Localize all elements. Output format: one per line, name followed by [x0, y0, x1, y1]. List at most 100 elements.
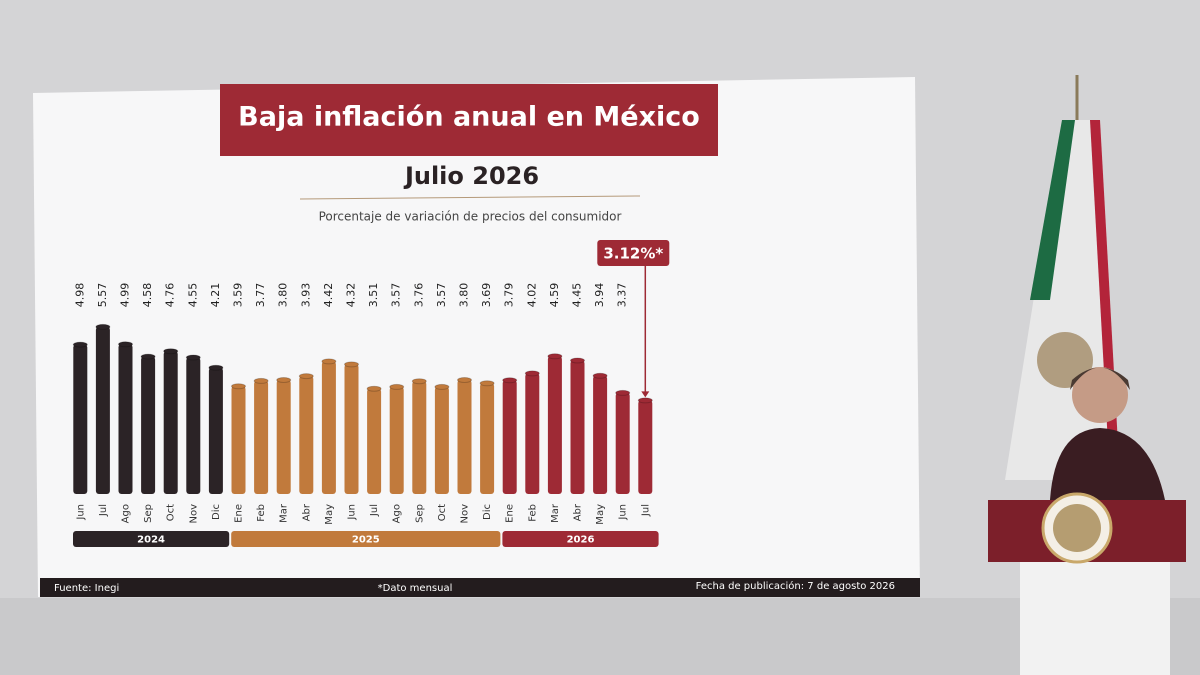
bar-cap [570, 357, 585, 364]
value-label: 4.76 [164, 283, 177, 308]
value-label: 3.76 [412, 283, 425, 308]
legend-swatch [73, 531, 230, 547]
legend-swatch [502, 531, 659, 547]
bar-cap [231, 383, 246, 390]
legend-label: 2026 [567, 535, 595, 546]
value-label: 3.80 [458, 283, 471, 308]
value-label: 4.21 [209, 283, 222, 308]
value-label: 5.57 [96, 283, 109, 308]
value-label: 4.55 [186, 283, 199, 308]
footer-source: Fuente: Inegi [54, 583, 119, 594]
x-tick-label: Oct [437, 504, 448, 521]
bar-cap [411, 378, 427, 385]
x-tick-label: Jul [369, 504, 380, 517]
bar [525, 373, 540, 494]
bar-cap [547, 353, 563, 360]
footer-band [40, 578, 920, 597]
bar [480, 383, 495, 494]
bar-cap [479, 380, 495, 387]
value-label: 3.80 [277, 283, 290, 308]
value-label: 3.51 [367, 283, 380, 308]
bar [502, 380, 517, 494]
x-tick-label: Jul [640, 504, 651, 517]
plot: Jun Jul Ago Sep Oct Nov Dic Ene Feb Mar Abr May Jun J… [72, 240, 670, 547]
bar [231, 386, 246, 494]
x-tick-label: Ene [505, 504, 516, 523]
x-tick-label: Jul [98, 504, 109, 517]
bar [95, 326, 110, 494]
value-label: 4.45 [571, 283, 584, 308]
callout-arrowhead [641, 391, 650, 398]
x-tick-label: Dic [482, 504, 493, 520]
value-label: 3.79 [503, 283, 516, 308]
bar-cap [592, 372, 608, 379]
value-label: 4.58 [141, 283, 154, 308]
bar-cap [389, 383, 405, 390]
value-label: 4.99 [119, 283, 132, 308]
podium-base [1020, 562, 1170, 675]
bar [457, 380, 472, 494]
bar-cap [637, 397, 653, 404]
x-tick-label: Ago [392, 504, 403, 523]
speaker-head [1072, 367, 1128, 423]
bar [163, 351, 178, 494]
legend-label: 2024 [137, 535, 165, 546]
bar-cap [95, 323, 111, 330]
divider [299, 195, 641, 200]
x-tick-label: Nov [188, 504, 199, 524]
bar-cap [615, 389, 631, 396]
bar-cap [457, 377, 472, 383]
value-label: 3.57 [390, 283, 403, 308]
legend-label: 2025 [352, 535, 380, 546]
bar [593, 375, 608, 494]
x-tick-label: Abr [573, 503, 584, 521]
bar [276, 380, 291, 494]
bar [638, 400, 653, 494]
bar [615, 392, 630, 494]
x-tick-label: Ago [121, 504, 132, 523]
bar [141, 356, 156, 494]
x-tick-label: May [595, 504, 606, 525]
x-tick-label: Mar [279, 503, 290, 523]
bar [208, 367, 223, 494]
flag-green [1030, 120, 1075, 300]
bar-cap [298, 373, 314, 380]
value-label: 3.59 [232, 283, 245, 308]
footer-date: Fecha de publicación: 7 de agosto 2026 [696, 580, 895, 592]
value-label: 4.42 [322, 283, 335, 308]
x-tick-label: Oct [166, 504, 177, 521]
x-tick-label: Dic [211, 504, 222, 520]
bar [344, 364, 359, 494]
bar-cap [253, 377, 269, 384]
bar-cap [434, 383, 450, 390]
bar-cap [163, 348, 179, 355]
bar-cap [72, 341, 88, 348]
callout-box [597, 240, 670, 266]
bar-cap [524, 370, 540, 377]
value-label: 4.32 [345, 283, 358, 308]
value-label: 4.98 [73, 283, 86, 308]
value-label: 3.57 [435, 283, 448, 308]
title-band [220, 84, 718, 156]
bar-cap [118, 341, 133, 348]
bar-cap [185, 354, 201, 361]
bar-cap [208, 364, 224, 371]
x-tick-label: Jun [347, 504, 358, 521]
x-tick-label: Feb [527, 504, 538, 522]
bar [254, 380, 269, 494]
bar-cap [321, 358, 337, 365]
flag-emblem [1037, 332, 1093, 388]
value-label: 3.12%* [603, 245, 663, 263]
x-tick-label: May [324, 504, 335, 525]
x-tick-label: Sep [414, 504, 425, 523]
speaker-hair [1070, 367, 1130, 390]
chart-title: Baja inflación anual en México [238, 102, 700, 133]
podium-emblem [1053, 504, 1101, 552]
value-label: 3.94 [593, 283, 606, 308]
bar [434, 386, 449, 494]
x-tick-label: Mar [550, 503, 561, 523]
x-tick-label: Ene [234, 504, 245, 523]
value-label: 3.69 [480, 283, 493, 308]
bar [186, 357, 201, 494]
